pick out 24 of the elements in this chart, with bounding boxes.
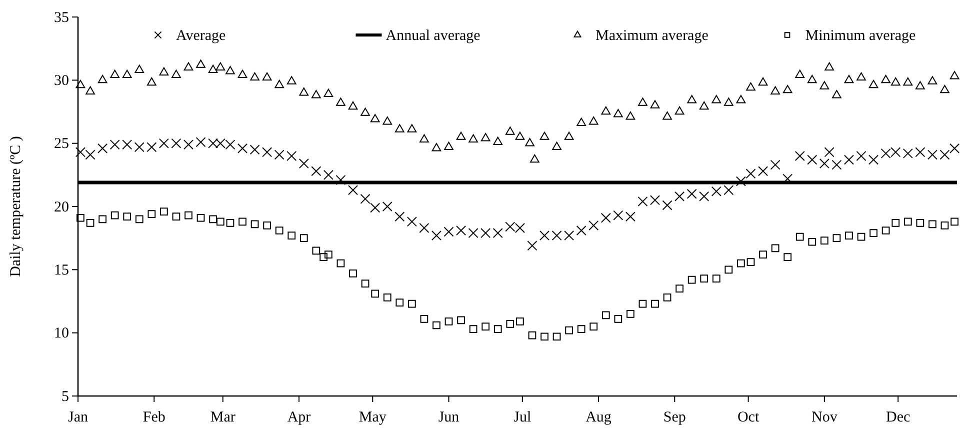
x-tick-label: May <box>358 410 387 426</box>
y-tick-label: 10 <box>54 326 69 342</box>
x-tick-label: Aug <box>586 410 612 426</box>
x-tick-label: Apr <box>287 410 311 426</box>
y-tick-label: 35 <box>54 10 69 26</box>
y-tick-label: 30 <box>54 72 69 89</box>
x-tick-label: Jan <box>68 410 88 426</box>
legend-label: Annual average <box>386 28 481 44</box>
y-tick-label: 25 <box>54 136 69 152</box>
y-tick-label: 5 <box>62 388 69 405</box>
x-tick-label: Sep <box>663 410 686 426</box>
legend-label: Maximum average <box>596 28 709 44</box>
legend-label: Average <box>176 28 226 44</box>
x-tick-label: Feb <box>142 410 166 426</box>
legend-label: Minimum average <box>805 28 916 44</box>
x-tick-label: Mar <box>210 410 236 426</box>
y-tick-label: 15 <box>54 262 69 278</box>
x-tick-label: Jun <box>438 410 460 426</box>
y-tick-label: 20 <box>54 199 69 216</box>
x-tick-label: Dec <box>886 410 910 426</box>
y-axis-title: Daily temperature (ºC ) <box>8 136 24 277</box>
x-tick-label: Nov <box>811 410 838 426</box>
x-tick-label: Oct <box>737 410 760 426</box>
x-tick-label: Jul <box>514 410 532 426</box>
